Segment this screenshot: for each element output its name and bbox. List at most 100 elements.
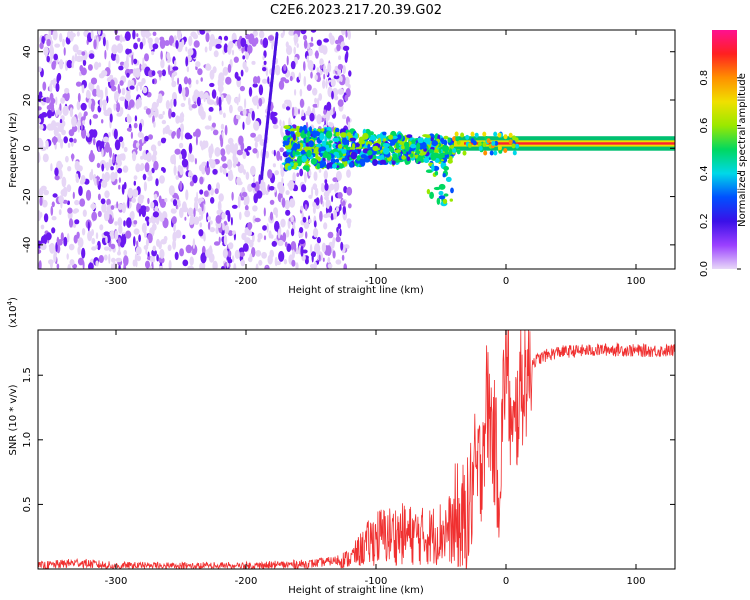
heat-cell — [71, 153, 74, 162]
heat-cell — [309, 126, 312, 133]
heat-cell — [312, 201, 317, 208]
heat-cell — [428, 149, 435, 154]
heat-cell — [299, 98, 305, 109]
heat-cell — [394, 149, 401, 153]
heat-cell — [45, 140, 49, 150]
heat-cell — [360, 154, 367, 159]
heat-cell — [171, 131, 175, 139]
heat-cell — [152, 211, 159, 218]
heat-cell — [285, 157, 289, 165]
heat-cell — [72, 44, 79, 53]
heat-cell — [222, 112, 226, 119]
heat-cell — [185, 56, 189, 67]
heat-cell — [306, 84, 312, 91]
heat-cell — [98, 255, 104, 263]
heat-cell — [493, 150, 498, 156]
heat-cell — [125, 230, 132, 239]
heat-cell — [118, 136, 124, 143]
heat-cell — [118, 177, 121, 184]
colorbar-axis: 0.0 0.2 0.4 0.6 0.8 — [699, 70, 741, 277]
heat-cell — [320, 194, 323, 205]
heat-cell — [242, 55, 246, 60]
heat-cell — [40, 212, 43, 218]
heat-cell — [102, 36, 106, 47]
heat-cell — [269, 199, 275, 205]
heat-cell — [188, 170, 193, 177]
heat-cell — [90, 102, 95, 113]
heat-cell — [309, 112, 315, 122]
heat-cell — [205, 32, 210, 43]
heat-cell — [74, 219, 80, 225]
heat-cell — [158, 113, 164, 120]
heat-cell — [56, 74, 60, 84]
heat-cell — [97, 210, 102, 218]
heat-cell — [154, 37, 160, 45]
heat-cell — [110, 243, 116, 250]
heat-cell — [219, 165, 223, 173]
heat-cell — [262, 67, 267, 72]
heat-cell — [508, 132, 513, 138]
heat-cell — [62, 105, 69, 116]
heat-cell — [261, 251, 267, 259]
heat-cell — [104, 86, 108, 98]
y-tick-label: 0.5 — [22, 496, 33, 512]
heat-cell — [304, 204, 307, 210]
heat-cell — [168, 35, 174, 46]
heat-cell — [377, 137, 381, 144]
heat-cell — [246, 151, 250, 157]
heat-cell — [477, 141, 482, 147]
heat-cell — [204, 165, 208, 173]
heat-cell — [115, 54, 120, 64]
heat-cell — [323, 63, 326, 74]
heat-cell — [313, 220, 317, 228]
heat-cell — [482, 131, 487, 137]
heat-cell — [216, 96, 219, 106]
heat-cell — [180, 102, 186, 108]
heat-cell — [192, 174, 198, 184]
heat-cell — [248, 33, 255, 45]
heat-cell — [339, 228, 342, 237]
heat-cell — [346, 169, 351, 178]
heat-cell — [247, 230, 252, 237]
heat-cell — [274, 220, 280, 232]
heat-cell — [318, 93, 323, 101]
heat-cell — [93, 129, 97, 139]
heat-cell — [180, 148, 187, 160]
heat-cell — [277, 228, 281, 239]
heat-cell — [330, 78, 336, 87]
heat-cell — [164, 40, 170, 46]
heat-cell — [138, 234, 142, 242]
heat-cell — [160, 138, 166, 144]
heat-cell — [76, 55, 83, 63]
heat-cell — [172, 154, 176, 162]
heat-cell — [197, 197, 204, 203]
heat-cell — [60, 138, 64, 149]
heat-cell — [244, 237, 251, 244]
heat-cell — [95, 244, 98, 249]
heat-cell — [119, 80, 124, 86]
heat-cell — [225, 76, 232, 85]
heat-cell — [162, 111, 165, 115]
heat-cell — [110, 166, 114, 171]
heat-cell — [337, 143, 343, 149]
heat-cell — [306, 256, 309, 262]
heat-cell — [124, 31, 131, 41]
heat-cell — [227, 63, 232, 73]
heat-cell — [503, 134, 508, 140]
heat-cell — [140, 163, 145, 171]
heat-cell — [110, 205, 115, 210]
heat-cell — [40, 185, 47, 191]
heat-cell — [50, 43, 54, 54]
heat-cell — [243, 169, 246, 175]
heat-cell — [141, 222, 147, 234]
heat-cell — [117, 217, 123, 227]
heat-cell — [434, 170, 439, 176]
heat-cell — [160, 238, 167, 245]
heat-cell — [156, 254, 159, 262]
heat-cell — [144, 135, 149, 142]
heat-cell — [236, 96, 239, 106]
heat-cell — [81, 51, 86, 56]
heat-cell — [303, 129, 309, 134]
heat-cell — [347, 121, 351, 130]
heat-cell — [226, 144, 231, 155]
